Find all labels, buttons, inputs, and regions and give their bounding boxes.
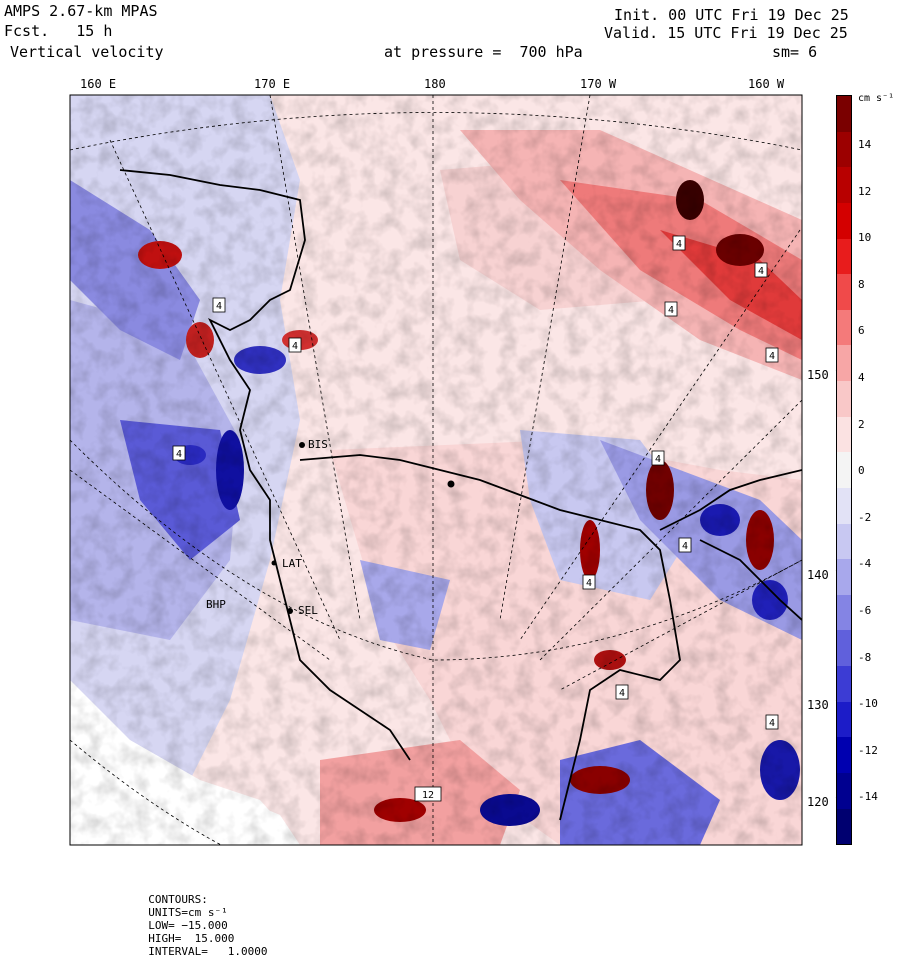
forecast-hour: Fcst. 15 h bbox=[4, 22, 113, 40]
colorbar-swatch bbox=[837, 559, 851, 595]
lon-label-160e: 160 E bbox=[80, 77, 117, 91]
lon-label-170w: 170 W bbox=[580, 77, 617, 91]
colorbar-tick-label: 2 bbox=[858, 417, 865, 431]
colorbar-tick-label: 14 bbox=[858, 138, 872, 151]
lon-label-180: 180 bbox=[424, 77, 446, 91]
colorbar-swatch bbox=[837, 345, 851, 381]
colorbar-tick-label: -4 bbox=[858, 557, 872, 571]
station-label-lat: LAT bbox=[282, 557, 302, 570]
map-label: 4 bbox=[586, 578, 592, 589]
colorbar-swatch bbox=[837, 238, 851, 275]
colorbar-swatch bbox=[837, 808, 851, 845]
colorbar-swatch bbox=[837, 381, 851, 417]
colorbar-swatch bbox=[837, 274, 851, 310]
lat-label-130w: 130 W bbox=[806, 698, 845, 712]
colorbar-tick-label: 10 bbox=[858, 231, 872, 245]
model-title: AMPS 2.67-km MPAS bbox=[4, 2, 158, 20]
field-name: Vertical velocity bbox=[10, 43, 164, 61]
colorbar-tick-label: -2 bbox=[858, 510, 872, 524]
valid-time: Valid. 15 UTC Fri 19 Dec 25 bbox=[604, 24, 848, 42]
colorbar-tick-label: 12 bbox=[858, 184, 872, 198]
contour-high: HIGH= 15.000 bbox=[148, 932, 235, 945]
init-time: Init. 00 UTC Fri 19 Dec 25 bbox=[614, 6, 849, 24]
colorbar-swatch bbox=[837, 666, 851, 702]
colorbar-swatch bbox=[837, 701, 851, 738]
colorbar-swatch bbox=[837, 630, 851, 666]
colorbar-swatch bbox=[837, 131, 851, 168]
map-label: 4 bbox=[216, 301, 222, 312]
station-label-bis: BIS bbox=[308, 438, 328, 451]
map-label: 4 bbox=[668, 305, 674, 316]
station-label-bhp: BHP bbox=[206, 598, 226, 611]
map-label: 4 bbox=[655, 454, 661, 465]
colorbar-tick-label: -6 bbox=[858, 604, 872, 617]
contour-interval: INTERVAL= 1.0000 bbox=[148, 945, 268, 958]
lon-label-170e: 170 E bbox=[254, 77, 291, 91]
map-label: 4 bbox=[758, 266, 764, 277]
colorbar-tick-label: 0 bbox=[858, 464, 865, 478]
map-label: 4 bbox=[769, 351, 775, 362]
map-label: 4 bbox=[769, 718, 775, 729]
map-label: 4 bbox=[682, 541, 688, 552]
colorbar-tick-label: -12 bbox=[858, 743, 878, 757]
contour-units: UNITS=cm s⁻¹ bbox=[148, 906, 228, 919]
map-label: 4 bbox=[176, 449, 182, 460]
contour-info: CONTOURS: UNITS=cm s⁻¹ LOW= −15.000 HIGH… bbox=[135, 880, 267, 958]
map-label: 4 bbox=[676, 239, 682, 250]
colorbar-tick-label: -14 bbox=[858, 790, 878, 804]
colorbar-swatch bbox=[837, 452, 851, 488]
colorbar-tick-label: -10 bbox=[858, 697, 878, 711]
colorbar-swatch bbox=[837, 737, 851, 773]
colorbar-swatch bbox=[837, 772, 851, 809]
colorbar-swatch bbox=[837, 594, 851, 631]
map-label: 4 bbox=[619, 688, 625, 699]
colorbar-swatch bbox=[837, 96, 851, 132]
colorbar-swatch bbox=[837, 416, 851, 453]
colorbar-swatch bbox=[837, 523, 851, 560]
vertical-velocity-map: 4 4 4 4 4 4 4 4 4 4 12 4 4 bbox=[69, 94, 803, 846]
colorbar-tick-label: 4 bbox=[858, 371, 865, 384]
map-label: 4 bbox=[292, 341, 298, 352]
map-label: 12 bbox=[422, 790, 434, 801]
lon-label-160w: 160 W bbox=[748, 77, 785, 91]
colorbar-swatch bbox=[837, 167, 851, 203]
pressure-level: at pressure = 700 hPa bbox=[384, 43, 583, 61]
colorbar bbox=[836, 95, 852, 845]
contour-low: LOW= −15.000 bbox=[148, 919, 228, 932]
colorbar-tick-label: 8 bbox=[858, 277, 865, 291]
colorbar-swatch bbox=[837, 309, 851, 346]
colorbar-tick-label: -8 bbox=[858, 650, 872, 664]
station-label-sel: SEL bbox=[298, 604, 318, 617]
smoothing: sm= 6 bbox=[772, 43, 818, 61]
colorbar-tick-label: 6 bbox=[858, 324, 865, 338]
colorbar-swatch bbox=[837, 487, 851, 524]
colorbar-swatch bbox=[837, 202, 851, 239]
colorbar-units: cm s⁻¹ bbox=[858, 93, 895, 104]
